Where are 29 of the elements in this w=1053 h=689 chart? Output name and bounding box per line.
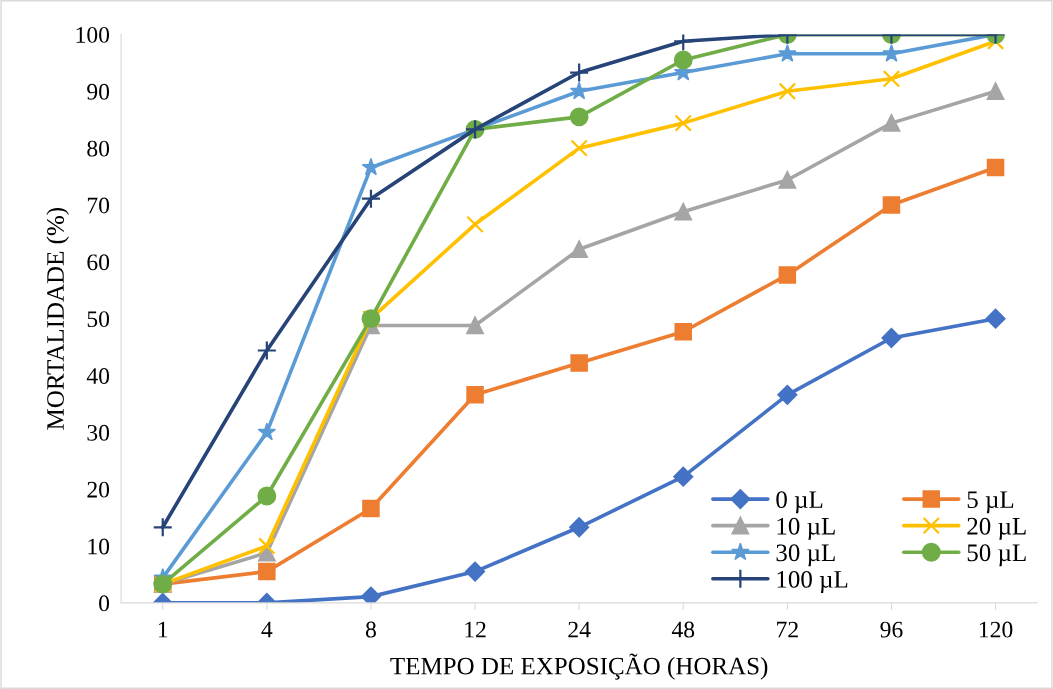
x-tick-label: 8 <box>365 621 376 638</box>
y-tick-label: 40 <box>86 368 110 384</box>
legend-label: 100 µL <box>777 570 848 593</box>
y-tick-label: 80 <box>87 140 110 157</box>
x-tick-label: 120 <box>979 621 1013 638</box>
y-tick-label: 60 <box>87 254 110 271</box>
y-tick-label: 50 <box>87 311 110 328</box>
y-tick-label: 100 <box>76 26 110 43</box>
x-tick-label: 12 <box>465 621 486 638</box>
y-tick-label: 30 <box>87 424 110 441</box>
x-tick-label: 24 <box>568 621 591 638</box>
x-tick-label: 1 <box>158 621 168 638</box>
x-tick-label: 4 <box>261 621 273 638</box>
x-axis-title: TEMPO DE EXPOSIÇÃO (HORAS) <box>390 653 768 680</box>
x-tick-label: 48 <box>671 621 695 638</box>
y-tick-label: 10 <box>88 538 110 555</box>
y-tick-label: 0 <box>99 595 110 612</box>
y-tick-label: 20 <box>87 481 110 498</box>
y-axis-title: MORTALIDADE (%) <box>46 207 70 430</box>
y-tick-label: 90 <box>87 83 110 100</box>
x-tick-label: 96 <box>880 621 903 638</box>
legend-label: 0 µL <box>776 491 823 514</box>
x-tick-label: 72 <box>777 621 798 638</box>
y-tick-label: 70 <box>87 197 110 214</box>
legend-label: 30 µL <box>776 544 835 567</box>
legend-label: 10 µL <box>777 517 835 540</box>
legend-label: 50 µL <box>967 544 1026 567</box>
legend-label: 5 µL <box>967 491 1014 514</box>
legend-label: 20 µL <box>967 517 1026 540</box>
